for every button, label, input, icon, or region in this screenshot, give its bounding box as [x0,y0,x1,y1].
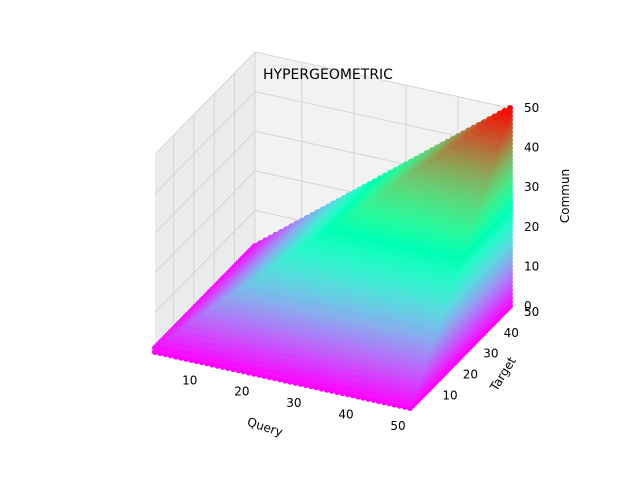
chart-3d: 1020304050102030405001020304050 HYPERGEO… [0,0,640,480]
figure: 1020304050102030405001020304050 HYPERGEO… [0,0,640,480]
